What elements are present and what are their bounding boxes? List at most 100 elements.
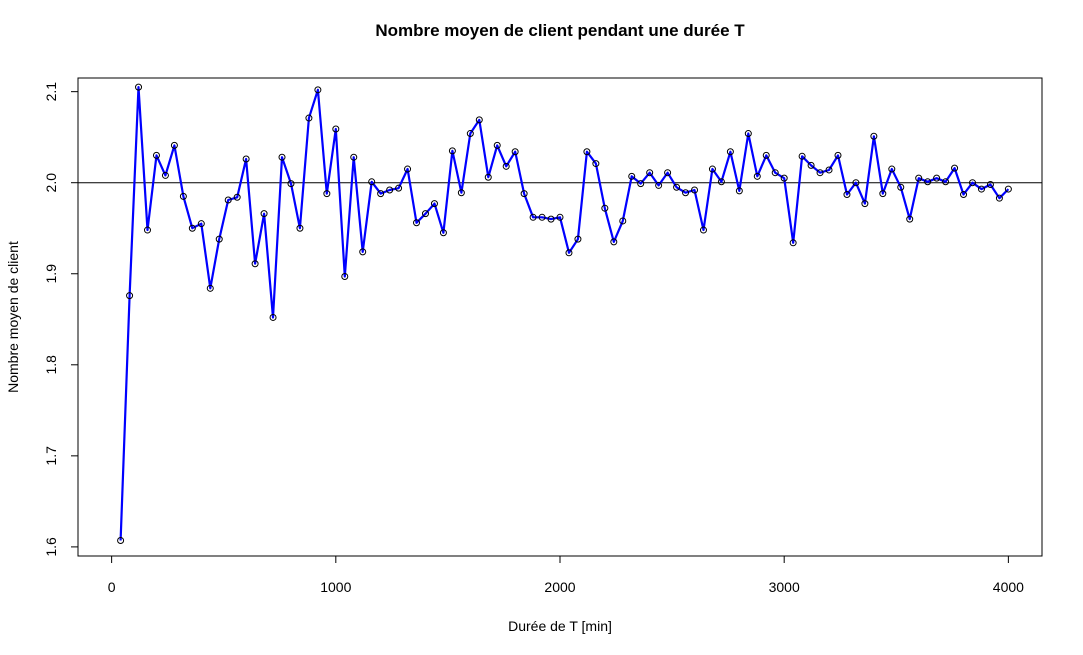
data-point xyxy=(637,180,645,188)
data-point xyxy=(117,537,125,545)
data-point xyxy=(780,174,788,182)
data-point xyxy=(717,178,725,186)
series-line xyxy=(119,85,1010,541)
data-point xyxy=(942,178,950,186)
data-point xyxy=(924,178,932,186)
data-point xyxy=(646,169,654,177)
data-point xyxy=(135,83,143,91)
data-point xyxy=(377,190,385,198)
data-point xyxy=(430,200,438,208)
data-point xyxy=(206,284,214,292)
data-point xyxy=(986,181,994,189)
data-point xyxy=(439,229,447,237)
data-point xyxy=(834,151,842,159)
data-point xyxy=(682,189,690,197)
data-point xyxy=(502,162,510,170)
y-tick-label: 1.9 xyxy=(43,264,59,284)
data-point xyxy=(771,169,779,177)
data-point xyxy=(816,169,824,177)
data-point xyxy=(798,152,806,160)
chart-title: Nombre moyen de client pendant une durée… xyxy=(375,21,745,40)
data-point xyxy=(762,151,770,159)
data-point xyxy=(341,272,349,280)
data-point xyxy=(152,151,160,159)
data-point xyxy=(520,190,528,198)
data-point xyxy=(323,190,331,198)
x-axis-label: Durée de T [min] xyxy=(508,618,612,634)
data-point xyxy=(664,169,672,177)
data-point xyxy=(897,183,905,191)
x-tick-label: 4000 xyxy=(993,579,1024,595)
data-point xyxy=(628,172,636,180)
data-point xyxy=(287,180,295,188)
data-point xyxy=(699,226,707,234)
data-point xyxy=(296,224,304,232)
y-tick-label: 1.6 xyxy=(43,537,59,557)
data-point xyxy=(484,173,492,181)
data-point xyxy=(368,178,376,186)
data-point xyxy=(350,153,358,161)
data-point xyxy=(565,249,573,257)
data-point xyxy=(870,132,878,140)
data-point xyxy=(969,179,977,187)
data-point xyxy=(592,160,600,168)
x-tick-label: 3000 xyxy=(769,579,800,595)
data-point xyxy=(888,165,896,173)
data-point xyxy=(179,192,187,200)
data-point xyxy=(466,130,474,138)
data-point xyxy=(601,204,609,212)
data-point xyxy=(251,260,259,268)
data-point xyxy=(278,153,286,161)
plot-frame xyxy=(77,77,1043,557)
data-point xyxy=(977,185,985,193)
data-point xyxy=(314,86,322,94)
data-point xyxy=(305,114,313,122)
y-tick-label: 2.1 xyxy=(43,82,59,102)
data-point xyxy=(386,186,394,194)
data-point xyxy=(170,141,178,149)
data-point xyxy=(197,220,205,228)
data-point xyxy=(493,141,501,149)
data-point xyxy=(188,224,196,232)
data-point xyxy=(404,165,412,173)
data-point xyxy=(726,148,734,156)
data-point xyxy=(242,155,250,163)
data-point xyxy=(233,193,241,201)
data-point xyxy=(744,130,752,138)
data-point xyxy=(529,213,537,221)
data-point xyxy=(260,210,268,218)
data-point xyxy=(610,238,618,246)
data-point xyxy=(1004,185,1012,193)
data-point xyxy=(511,148,519,156)
data-point xyxy=(126,292,134,300)
data-point xyxy=(852,179,860,187)
data-point xyxy=(421,210,429,218)
data-point xyxy=(269,313,277,321)
data-point xyxy=(143,226,151,234)
data-point xyxy=(951,164,959,172)
data-point xyxy=(655,181,663,189)
data-point xyxy=(161,171,169,179)
data-point xyxy=(915,174,923,182)
data-point xyxy=(673,183,681,191)
y-tick-label: 1.7 xyxy=(43,446,59,466)
data-point xyxy=(457,189,465,197)
data-point xyxy=(395,184,403,192)
data-point xyxy=(807,161,815,169)
x-tick-label: 1000 xyxy=(320,579,351,595)
data-point xyxy=(547,215,555,223)
data-point xyxy=(359,248,367,256)
data-point xyxy=(574,235,582,243)
data-point xyxy=(933,174,941,182)
data-point xyxy=(995,194,1003,202)
data-point xyxy=(556,213,564,221)
data-point xyxy=(215,235,223,243)
data-point xyxy=(583,148,591,156)
data-point xyxy=(861,200,869,208)
data-point xyxy=(708,165,716,173)
data-point xyxy=(789,239,797,247)
data-point xyxy=(475,116,483,124)
data-point xyxy=(538,213,546,221)
plot-area xyxy=(78,83,1042,545)
data-point xyxy=(413,219,421,227)
